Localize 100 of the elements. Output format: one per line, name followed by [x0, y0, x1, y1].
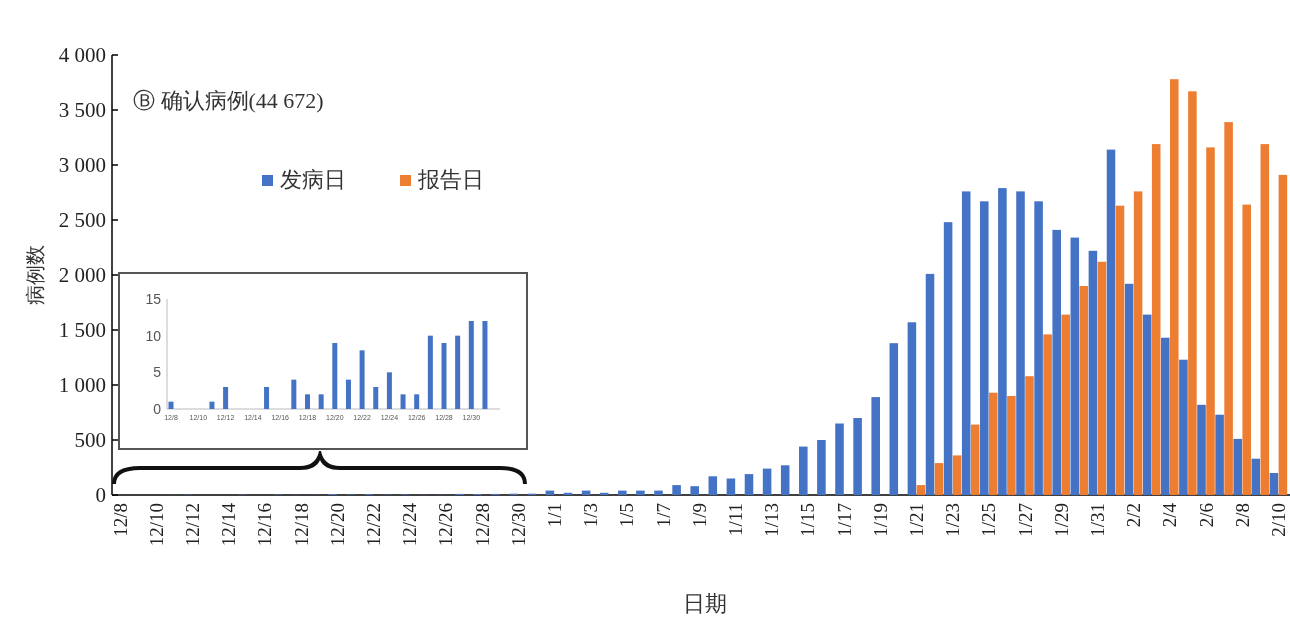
x-tick-label: 1/31	[1087, 503, 1109, 537]
bar	[618, 490, 627, 495]
bar	[654, 490, 663, 495]
bar	[209, 401, 215, 409]
x-tick-label: 12/26	[435, 503, 457, 547]
bar	[916, 485, 926, 495]
bar	[1278, 174, 1288, 495]
x-tick-label: 2/8	[1231, 503, 1253, 528]
x-tick-label: 1/15	[797, 503, 819, 537]
y-tick-label: 2 500	[58, 208, 106, 233]
bar	[468, 321, 474, 409]
y-tick-label: 0	[153, 400, 162, 417]
bar	[690, 486, 699, 495]
bar	[1206, 147, 1215, 495]
x-tick-label: 1/13	[761, 503, 783, 537]
x-tick-label: 12/18	[290, 503, 312, 547]
bar	[1025, 376, 1034, 495]
bar	[998, 188, 1007, 495]
bar	[1124, 283, 1134, 495]
x-tick-label: 1/9	[688, 503, 710, 528]
bar	[980, 201, 989, 495]
x-tick-label: 12/20	[326, 503, 348, 547]
bar	[359, 350, 365, 409]
bar	[1007, 396, 1016, 495]
bar	[1233, 438, 1242, 495]
bar	[925, 273, 935, 495]
bar	[1179, 359, 1188, 495]
bar	[1170, 79, 1179, 495]
bar	[853, 418, 862, 495]
y-axis-title: 病例数	[24, 245, 46, 305]
x-tick-label: 2/10	[1268, 503, 1290, 537]
bar	[934, 463, 944, 495]
x-tick-label: 12/10	[145, 503, 167, 547]
y-tick-label: 0	[95, 483, 106, 508]
y-tick-label: 15	[145, 290, 162, 307]
x-tick-label: 2/2	[1123, 503, 1145, 528]
x-tick-label: 12/22	[363, 503, 385, 547]
bar	[970, 424, 980, 495]
bar	[907, 322, 917, 495]
bar	[223, 387, 229, 409]
bar	[1088, 250, 1098, 495]
x-axis-title: 日期	[683, 591, 727, 616]
x-tick-label: 12/14	[218, 502, 240, 547]
y-tick-label: 10	[145, 327, 162, 344]
x-tick-label: 1/29	[1050, 503, 1072, 537]
bar	[1052, 229, 1061, 495]
bar	[305, 394, 310, 409]
bar	[952, 455, 962, 495]
bar	[961, 191, 971, 495]
x-tick-label: 12/16	[254, 503, 276, 547]
x-tick-label: 12/28	[471, 503, 493, 547]
x-tick-label: 1/7	[652, 503, 674, 528]
bar	[943, 222, 953, 495]
bar	[291, 379, 297, 409]
y-tick-label: 1 500	[58, 318, 106, 343]
bar	[1215, 414, 1224, 495]
bar	[264, 387, 270, 409]
bar	[400, 394, 406, 409]
x-tick-label: 12/8	[109, 503, 131, 537]
bar	[835, 423, 844, 495]
bar	[1161, 337, 1170, 495]
x-tick-label: 2/6	[1195, 503, 1217, 528]
bar	[414, 394, 420, 409]
bar	[672, 485, 681, 495]
x-tick-label: 12/30	[507, 503, 529, 547]
x-tick-label: 12/24	[399, 502, 421, 547]
y-tick-label: 2 000	[58, 263, 106, 288]
bar	[455, 335, 461, 409]
x-tick-label: 1/1	[544, 503, 566, 528]
bar	[871, 397, 880, 495]
bar	[1115, 205, 1125, 495]
bar	[441, 343, 447, 409]
bar	[1043, 334, 1052, 495]
bar	[1142, 314, 1152, 495]
bar	[386, 372, 392, 409]
bar	[332, 343, 338, 409]
x-tick-label: 1/3	[580, 503, 602, 528]
bar	[373, 387, 379, 409]
y-tick-label: 3 000	[58, 153, 106, 178]
bar	[1106, 149, 1116, 495]
y-tick-label: 500	[74, 428, 106, 453]
y-tick-label: 3 500	[58, 98, 106, 123]
legend-label: 报告日	[417, 167, 484, 192]
x-tick-label: 2/4	[1159, 502, 1181, 528]
bar	[799, 446, 808, 495]
bar	[1151, 144, 1161, 495]
bar	[1034, 201, 1043, 495]
bar	[1242, 204, 1251, 495]
bar	[168, 401, 174, 409]
y-tick-label: 4 000	[58, 43, 106, 68]
bar	[726, 478, 736, 495]
x-tick-label: 1/11	[725, 503, 747, 537]
bar	[989, 392, 998, 495]
bar	[1133, 191, 1143, 495]
bar	[345, 379, 351, 409]
x-tick-label: 12/12	[182, 503, 204, 547]
x-tick-label: 1/23	[942, 503, 964, 537]
legend-label: 发病日	[280, 167, 346, 192]
bar	[636, 490, 645, 495]
y-tick-label: 5	[153, 364, 162, 381]
